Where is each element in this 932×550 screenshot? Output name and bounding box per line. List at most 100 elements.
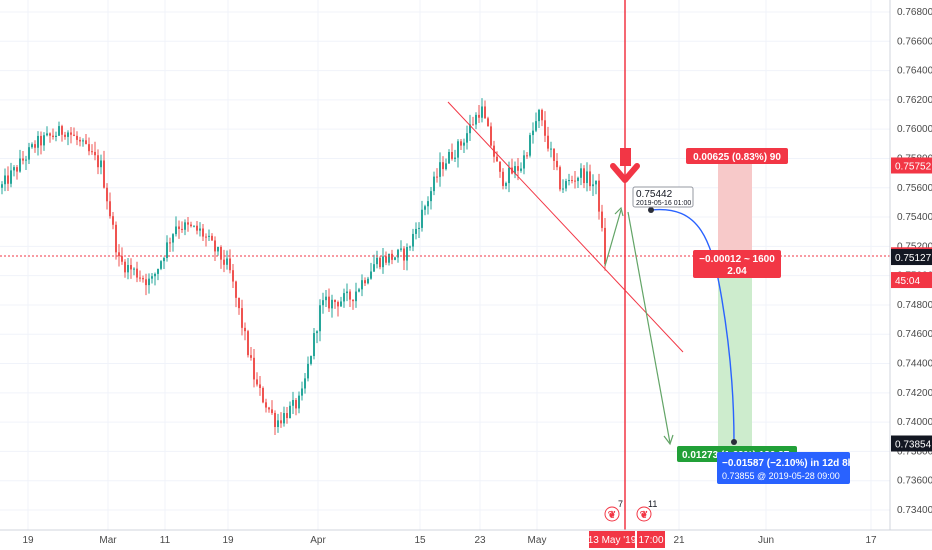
candle-body (154, 273, 156, 277)
candle-body (214, 240, 216, 252)
note-price: 0.75442 (636, 189, 673, 200)
candle-body (127, 265, 129, 273)
candle-body (331, 299, 333, 309)
x-tick-label: 15 (414, 535, 426, 546)
projection-end-point[interactable] (731, 439, 737, 445)
svg-text:❦: ❦ (608, 510, 616, 521)
candle-body (64, 134, 66, 137)
candle-body (328, 296, 330, 309)
candle-body (469, 124, 471, 134)
candle-body (349, 291, 351, 300)
candle-body (298, 395, 300, 409)
candle-body (142, 278, 144, 280)
candle-body (526, 155, 528, 157)
candle-body (241, 308, 243, 328)
candle-body (433, 176, 435, 192)
price-label-bg (891, 272, 932, 289)
projection-start-point[interactable] (648, 207, 654, 213)
candle-body (190, 224, 192, 227)
candle-body (439, 162, 441, 177)
svg-text:2.04: 2.04 (727, 266, 747, 277)
candle-body (283, 413, 285, 424)
candle-body (280, 420, 282, 424)
short-target-zone[interactable] (718, 256, 752, 451)
x-tick-label: 11 (160, 535, 171, 546)
candle-body (574, 180, 576, 182)
candle-body (223, 259, 225, 265)
candle-body (343, 293, 345, 302)
candle-body (67, 132, 69, 137)
candle-body (157, 268, 159, 274)
candle-body (268, 407, 270, 410)
candle-body (217, 246, 219, 252)
y-tick-label: 0.73600 (897, 476, 932, 487)
candle-body (475, 114, 477, 125)
event-flag-2[interactable]: ❦ 11 (636, 499, 657, 522)
candle-body (40, 135, 42, 146)
price-label-bg (891, 249, 932, 266)
candle-body (97, 155, 99, 168)
candle-body (568, 180, 570, 182)
projection-curve[interactable] (650, 208, 735, 443)
y-tick-label: 0.74600 (897, 329, 932, 340)
candle-body (361, 280, 363, 290)
candle-body (559, 167, 561, 190)
time-axis[interactable]: 19 Mar 11 19 Apr 15 23 May 13 May '19 17:00 21 Jun 1… (22, 531, 877, 548)
y-tick-label: 0.76600 (897, 36, 932, 47)
candle-body (595, 180, 597, 185)
candle-body (58, 126, 60, 136)
candle-body (106, 187, 108, 202)
candle-body (577, 177, 579, 182)
candle-body (325, 296, 327, 301)
candle-body (307, 363, 309, 379)
candle-body (550, 148, 552, 150)
note-date: 2019-05-16 01:00 (636, 200, 691, 207)
candle-body (199, 228, 201, 231)
candle-body (496, 156, 498, 162)
candle-body (49, 133, 51, 136)
candle-body (232, 270, 234, 282)
candle-body (535, 121, 537, 131)
candle-body (604, 227, 606, 265)
candle-body (145, 279, 147, 286)
candle-body (397, 249, 399, 258)
x-tick-label: Jun (758, 535, 774, 546)
trendline[interactable] (447, 101, 684, 353)
candle-body (286, 413, 288, 419)
candlestick-series (1, 98, 606, 436)
svg-text:0.73855 @ 2019-05-28 09:00: 0.73855 @ 2019-05-28 09:00 (722, 471, 840, 481)
candle-body (289, 405, 291, 419)
y-tick-label: 0.75400 (897, 212, 932, 223)
candle-body (562, 188, 564, 190)
note-callout[interactable]: 0.75442 2019-05-16 01:00 (632, 186, 694, 208)
x-tick-label: 19 (222, 535, 234, 546)
candle-body (304, 378, 306, 389)
candle-body (61, 126, 63, 135)
candle-body (160, 261, 162, 269)
short-stop-zone[interactable] (718, 163, 752, 256)
candle-body (37, 135, 39, 148)
candle-body (256, 379, 258, 385)
candle-body (340, 301, 342, 307)
price-label-bg (891, 435, 932, 452)
candle-body (175, 226, 177, 235)
candle-body (592, 184, 594, 187)
candle-body (163, 258, 165, 262)
candle-body (424, 206, 426, 210)
candle-body (112, 216, 114, 225)
projection-label: −0.01587 (−2.10%) in 12d 8h 0.73855 @ 20… (717, 452, 854, 484)
candle-body (589, 171, 591, 187)
candle-body (73, 134, 75, 136)
short-risk-label: 0.00625 (0.83%) 90 (686, 148, 788, 164)
candle-body (31, 144, 33, 148)
candle-body (247, 331, 249, 356)
candle-body (355, 291, 357, 302)
price-label-bg (891, 157, 932, 174)
candle-body (181, 228, 183, 230)
candle-body (100, 160, 102, 168)
x-tick-label: Apr (310, 535, 326, 546)
event-flag-1[interactable]: ❦ 7 (604, 499, 623, 522)
candle-body (4, 175, 6, 185)
candle-body (13, 167, 15, 171)
